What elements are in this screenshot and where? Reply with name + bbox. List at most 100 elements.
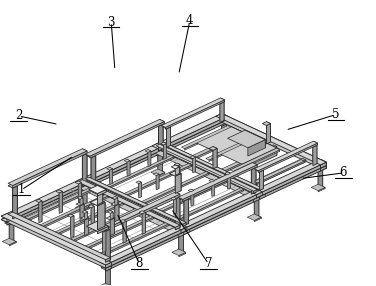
Polygon shape	[212, 181, 215, 196]
Polygon shape	[85, 212, 88, 219]
Polygon shape	[206, 137, 255, 160]
Polygon shape	[71, 214, 74, 236]
Polygon shape	[164, 144, 167, 159]
Polygon shape	[193, 133, 248, 160]
Polygon shape	[80, 202, 84, 220]
Polygon shape	[230, 148, 280, 171]
Polygon shape	[80, 216, 89, 220]
Polygon shape	[175, 225, 180, 230]
Polygon shape	[82, 149, 87, 153]
Polygon shape	[223, 180, 226, 183]
Polygon shape	[115, 198, 118, 205]
Polygon shape	[254, 141, 317, 171]
Polygon shape	[101, 266, 110, 270]
Polygon shape	[320, 165, 326, 171]
Polygon shape	[91, 153, 96, 180]
Polygon shape	[222, 139, 229, 144]
Polygon shape	[59, 191, 62, 214]
Polygon shape	[161, 142, 167, 145]
Polygon shape	[209, 138, 255, 162]
Polygon shape	[110, 210, 113, 218]
Polygon shape	[179, 249, 186, 254]
Polygon shape	[154, 122, 163, 126]
Polygon shape	[318, 187, 325, 192]
Polygon shape	[171, 197, 176, 200]
Polygon shape	[188, 189, 194, 192]
Polygon shape	[171, 165, 179, 169]
Polygon shape	[127, 159, 130, 175]
Polygon shape	[120, 164, 191, 197]
Polygon shape	[171, 155, 174, 158]
Polygon shape	[7, 217, 111, 268]
Polygon shape	[78, 180, 180, 227]
Polygon shape	[255, 160, 304, 183]
Text: 2: 2	[15, 110, 22, 122]
Polygon shape	[91, 206, 94, 229]
Polygon shape	[110, 169, 112, 184]
Polygon shape	[9, 238, 16, 243]
Polygon shape	[230, 126, 277, 155]
Polygon shape	[313, 145, 317, 166]
Polygon shape	[151, 215, 154, 219]
Polygon shape	[69, 208, 139, 241]
Polygon shape	[77, 196, 83, 199]
Polygon shape	[82, 189, 87, 210]
Polygon shape	[139, 181, 142, 197]
Polygon shape	[222, 122, 226, 142]
Polygon shape	[167, 125, 171, 145]
Polygon shape	[82, 187, 87, 207]
Polygon shape	[103, 155, 174, 188]
Polygon shape	[91, 205, 94, 227]
Polygon shape	[121, 201, 124, 204]
Polygon shape	[106, 265, 111, 271]
Polygon shape	[172, 188, 244, 221]
Polygon shape	[110, 167, 112, 183]
Polygon shape	[82, 180, 180, 228]
Polygon shape	[158, 143, 262, 195]
Polygon shape	[259, 168, 264, 189]
Polygon shape	[252, 137, 255, 140]
Polygon shape	[27, 189, 93, 222]
Polygon shape	[39, 199, 42, 221]
Polygon shape	[5, 221, 14, 225]
Polygon shape	[92, 190, 103, 194]
Polygon shape	[7, 116, 227, 222]
Polygon shape	[209, 146, 217, 150]
Polygon shape	[152, 143, 262, 194]
Polygon shape	[318, 167, 323, 187]
Polygon shape	[175, 174, 181, 194]
Polygon shape	[106, 268, 110, 286]
Polygon shape	[254, 196, 259, 217]
Polygon shape	[71, 216, 74, 238]
Polygon shape	[314, 141, 317, 145]
Polygon shape	[161, 98, 224, 127]
Polygon shape	[220, 100, 224, 120]
Polygon shape	[106, 262, 111, 268]
Polygon shape	[267, 124, 270, 144]
Polygon shape	[258, 161, 304, 184]
Polygon shape	[247, 165, 256, 170]
Polygon shape	[106, 229, 110, 262]
Polygon shape	[222, 142, 229, 147]
Polygon shape	[100, 159, 326, 265]
Polygon shape	[320, 159, 326, 165]
Polygon shape	[178, 163, 257, 199]
Polygon shape	[184, 229, 190, 235]
Polygon shape	[173, 198, 176, 214]
Polygon shape	[165, 100, 224, 129]
Polygon shape	[39, 201, 42, 223]
Polygon shape	[167, 127, 171, 147]
Polygon shape	[255, 168, 264, 172]
Polygon shape	[191, 190, 194, 206]
Polygon shape	[222, 117, 227, 122]
Polygon shape	[213, 148, 217, 169]
Polygon shape	[123, 221, 126, 243]
Polygon shape	[164, 142, 261, 190]
Polygon shape	[13, 186, 17, 219]
Polygon shape	[259, 170, 264, 190]
Polygon shape	[206, 172, 209, 174]
Polygon shape	[179, 196, 189, 201]
Polygon shape	[99, 283, 112, 286]
Polygon shape	[254, 190, 257, 193]
Polygon shape	[136, 181, 142, 184]
